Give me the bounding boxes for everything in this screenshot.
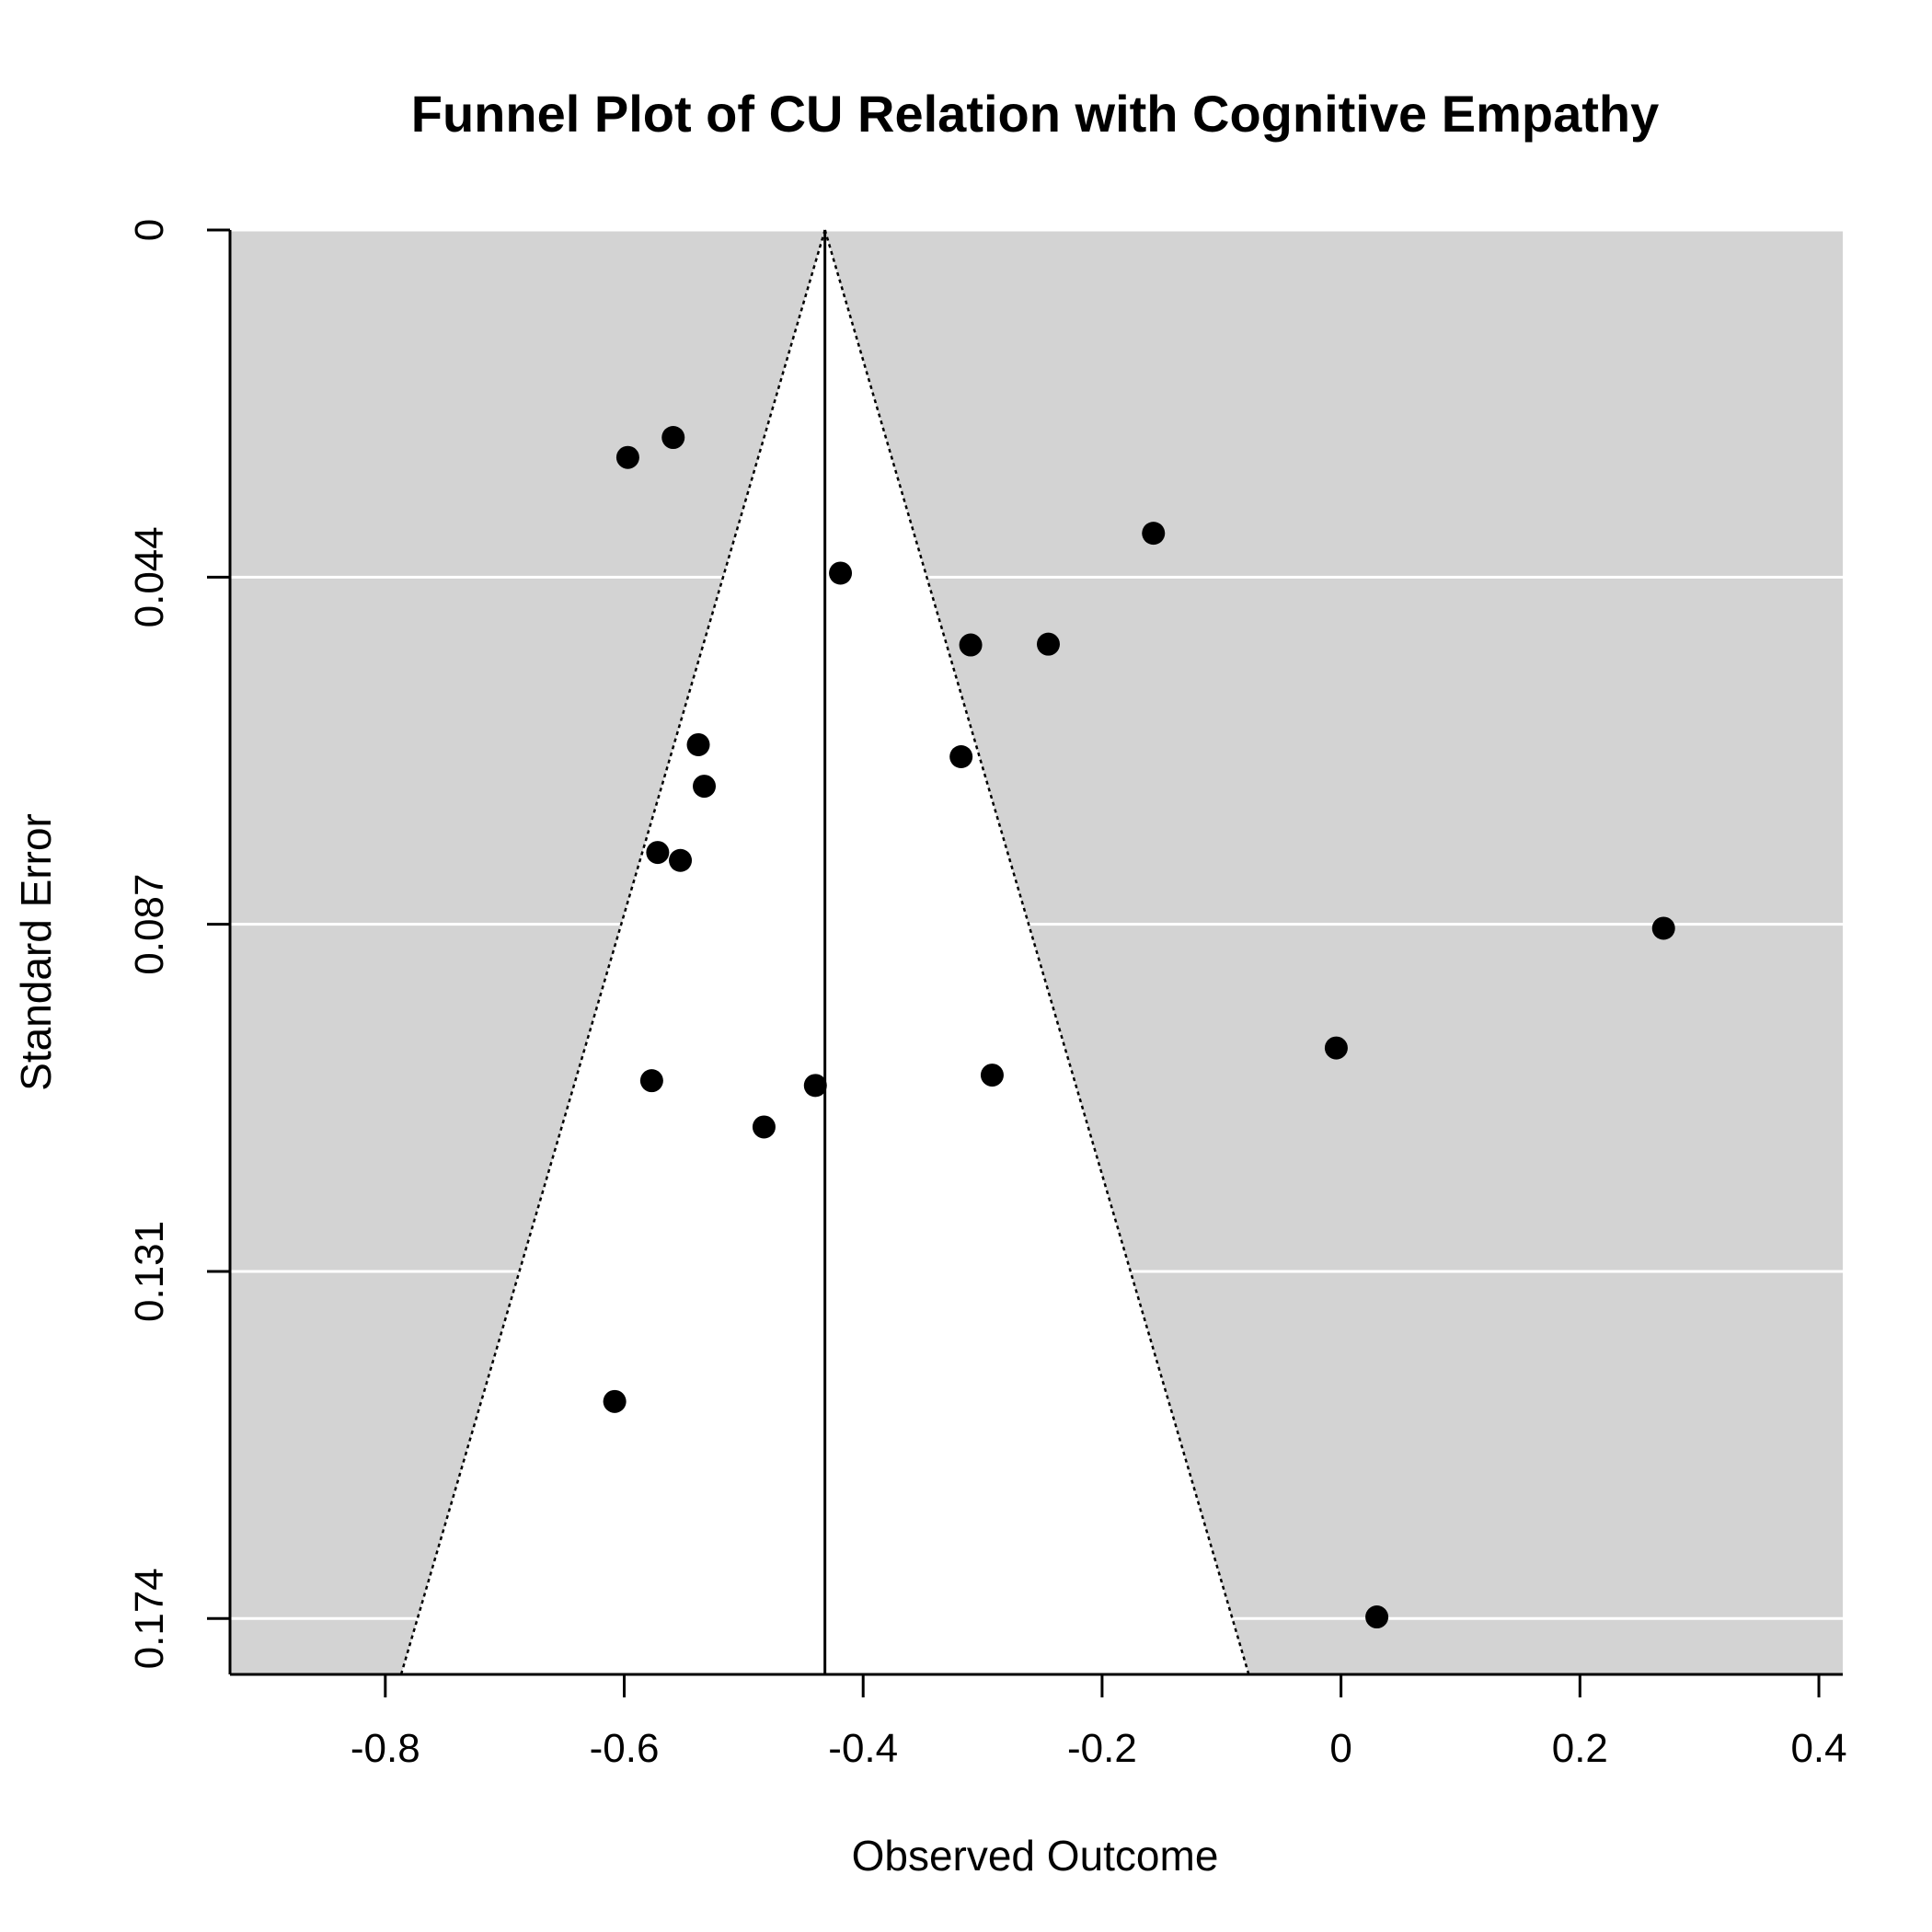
data-point bbox=[829, 561, 853, 585]
y-tick-label: 0.044 bbox=[127, 526, 172, 627]
data-point bbox=[1036, 632, 1060, 656]
x-tick-label: 0.2 bbox=[1552, 1726, 1608, 1771]
data-point bbox=[949, 744, 973, 768]
data-point bbox=[1142, 522, 1166, 546]
data-point bbox=[980, 1064, 1004, 1087]
x-axis-label: Observed Outcome bbox=[852, 1832, 1219, 1880]
data-point bbox=[1651, 916, 1675, 940]
data-point bbox=[752, 1115, 776, 1139]
chart-title: Funnel Plot of CU Relation with Cognitiv… bbox=[411, 85, 1659, 143]
y-tick-label: 0 bbox=[127, 219, 172, 241]
x-tick-label: 0.4 bbox=[1790, 1726, 1846, 1771]
data-point bbox=[693, 775, 717, 799]
x-tick-label: 0 bbox=[1329, 1726, 1351, 1771]
data-point bbox=[959, 633, 983, 657]
data-point bbox=[639, 1069, 663, 1093]
data-point bbox=[615, 445, 639, 469]
data-point bbox=[669, 848, 693, 872]
data-point bbox=[1365, 1605, 1389, 1629]
data-point bbox=[686, 732, 710, 756]
x-tick-label: -0.6 bbox=[590, 1726, 660, 1771]
data-point bbox=[603, 1389, 627, 1413]
plot-area bbox=[230, 228, 1843, 1675]
y-axis-label: Standard Error bbox=[12, 813, 60, 1091]
data-point bbox=[1324, 1036, 1348, 1060]
data-point bbox=[803, 1074, 827, 1098]
funnel-left-bound bbox=[399, 229, 826, 1675]
funnel-right-bound bbox=[823, 229, 1250, 1675]
x-tick-label: -0.4 bbox=[828, 1726, 898, 1771]
y-tick-label: 0.087 bbox=[127, 874, 172, 975]
data-point bbox=[646, 841, 670, 865]
y-tick-label: 0.131 bbox=[127, 1221, 172, 1322]
x-tick-label: -0.2 bbox=[1067, 1726, 1137, 1771]
y-tick-label: 0.174 bbox=[127, 1568, 172, 1669]
axes: -0.8 -0.6 -0.4 -0.2 0 0.2 0.4 0 0.044 0.087 0.131 0… bbox=[127, 219, 1847, 1771]
x-tick-label: -0.8 bbox=[351, 1726, 420, 1771]
data-point bbox=[661, 426, 685, 450]
